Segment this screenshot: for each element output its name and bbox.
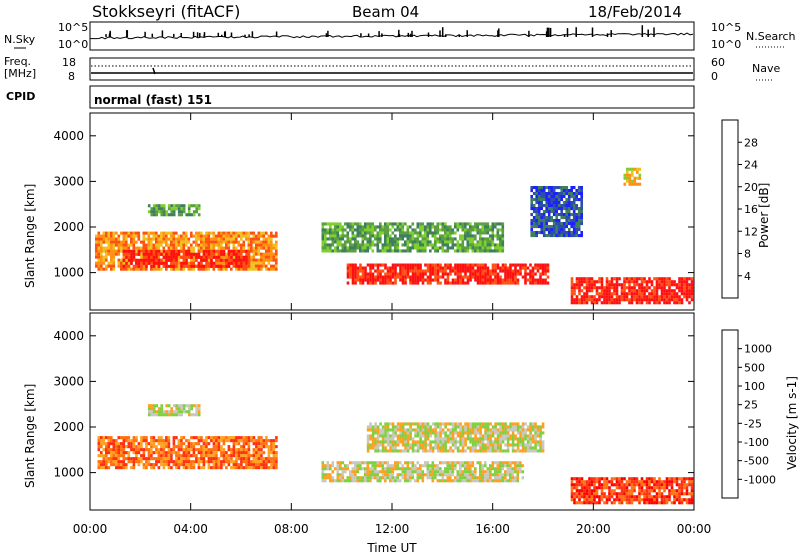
velocity-colorbar-tick-1: 500 [738, 361, 765, 374]
power-y-tick-0: 1000 [53, 266, 694, 280]
freq-unit-label: [MHz] [4, 67, 36, 80]
radar-title: Stokkseyri (fitACF) [92, 2, 240, 21]
velocity-y-tick-0: 1000 [53, 466, 694, 480]
time-tick-4: 16:00 [475, 113, 510, 536]
nave-tick-top: 60 [711, 56, 725, 69]
velocity-colorbar-tick-3: 25 [738, 399, 758, 412]
power-y-tick-3: 4000 [53, 129, 694, 143]
velocity-y-tick-2: 3000 [53, 374, 694, 388]
velocity-colorbar-tick-4: -25 [738, 417, 762, 430]
noise-tick-top-left: 10^5 [58, 21, 88, 34]
date-label: 18/Feb/2014 [588, 3, 682, 21]
velocity-region-4 [147, 404, 201, 417]
time-tick-0: 00:00 [73, 113, 107, 536]
svg-text:4: 4 [744, 270, 751, 283]
power-region-4 [570, 277, 694, 305]
velocity-colorbar: 1000 500 100 25 -25 -100 -500 -1000 [721, 329, 776, 499]
svg-text:2000: 2000 [53, 220, 84, 234]
power-region-6 [623, 167, 642, 186]
velocity-y-tick-3: 4000 [53, 329, 694, 343]
nsky-label: N.Sky [4, 33, 36, 46]
time-x-ticks: 00:00 04:00 08:00 12:00 16:00 20:00 00:00 [73, 113, 711, 536]
power-region-5 [147, 204, 201, 217]
velocity-colorbar-tick-5: -100 [738, 436, 769, 449]
svg-text:28: 28 [744, 136, 758, 149]
power-y-tick-1: 2000 [53, 220, 694, 234]
power-colorbar-tick-2: 20 [738, 181, 758, 194]
velocity-y-axis-label: Slant Range [km] [23, 384, 37, 488]
velocity-colorbar-label: Velocity [m s-1] [785, 376, 799, 470]
svg-text:16: 16 [744, 203, 758, 216]
nsearch-label: N.Search [746, 30, 796, 43]
beam-label: Beam 04 [352, 3, 419, 21]
velocity-region-1 [321, 461, 525, 483]
power-region-3 [346, 263, 550, 285]
noise-panel-frame [89, 21, 695, 51]
time-tick-5: 20:00 [576, 113, 611, 536]
freq-tick-bottom: 8 [68, 70, 75, 83]
velocity-colorbar-tick-2: 100 [738, 380, 765, 393]
cpid-label: CPID [6, 90, 35, 103]
power-colorbar-tick-5: 8 [738, 248, 751, 261]
freq-label: Freq. [4, 55, 31, 68]
power-region-2 [321, 222, 505, 253]
cpid-panel-frame [89, 85, 695, 109]
freq-panel-frame [89, 57, 695, 81]
velocity-region-2 [366, 422, 545, 453]
noise-tick-top-right: 10^5 [711, 21, 741, 34]
time-tick-6: 00:00 [677, 113, 711, 536]
svg-text:8: 8 [744, 248, 751, 261]
velocity-y-ticks: 1000 2000 3000 4000 [53, 329, 694, 480]
velocity-region-3 [570, 477, 694, 505]
power-heatmap [95, 167, 694, 305]
nave-label: Nave [752, 62, 780, 75]
time-tick-3: 12:00 [375, 113, 409, 536]
power-colorbar-label: Power [dB] [757, 183, 771, 248]
power-colorbar-tick-0: 28 [738, 136, 758, 149]
power-region-1 [122, 249, 251, 268]
noise-tick-bottom-left: 10^0 [58, 38, 88, 51]
velocity-region-0 [97, 436, 278, 470]
svg-text:20: 20 [744, 181, 758, 194]
svg-text:1000: 1000 [53, 266, 84, 280]
noise-spikes [105, 25, 655, 37]
power-colorbar-tick-6: 4 [738, 270, 751, 283]
noise-tick-bottom-right: 10^0 [711, 38, 741, 51]
velocity-colorbar-tick-6: -500 [738, 455, 769, 468]
power-y-tick-2: 3000 [53, 174, 694, 188]
velocity-y-tick-1: 2000 [53, 420, 694, 434]
velocity-colorbar-tick-0: 1000 [738, 343, 772, 356]
time-axis-label: Time UT [366, 541, 417, 554]
power-region-7 [530, 186, 583, 238]
freq-tick-top: 18 [62, 56, 76, 69]
power-y-axis-label: Slant Range [km] [23, 184, 37, 288]
velocity-colorbar-tick-7: -1000 [738, 473, 776, 486]
time-tick-2: 08:00 [274, 113, 309, 536]
power-colorbar-tick-3: 16 [738, 203, 758, 216]
power-colorbar-tick-4: 12 [738, 225, 758, 238]
svg-text:3000: 3000 [53, 174, 84, 188]
cpid-text: normal (fast) 151 [94, 93, 212, 107]
svg-text:12: 12 [744, 225, 758, 238]
svg-text:4000: 4000 [53, 129, 84, 143]
svg-text:24: 24 [744, 159, 758, 172]
power-colorbar-tick-1: 24 [738, 159, 758, 172]
freq-blip [152, 67, 156, 75]
time-tick-1: 04:00 [173, 113, 208, 536]
power-colorbar: 28 24 20 16 12 8 4 [721, 119, 758, 299]
power-y-ticks: 1000 2000 3000 4000 [53, 129, 694, 280]
velocity-heatmap [97, 404, 694, 505]
nave-tick-bottom: 0 [711, 70, 718, 83]
